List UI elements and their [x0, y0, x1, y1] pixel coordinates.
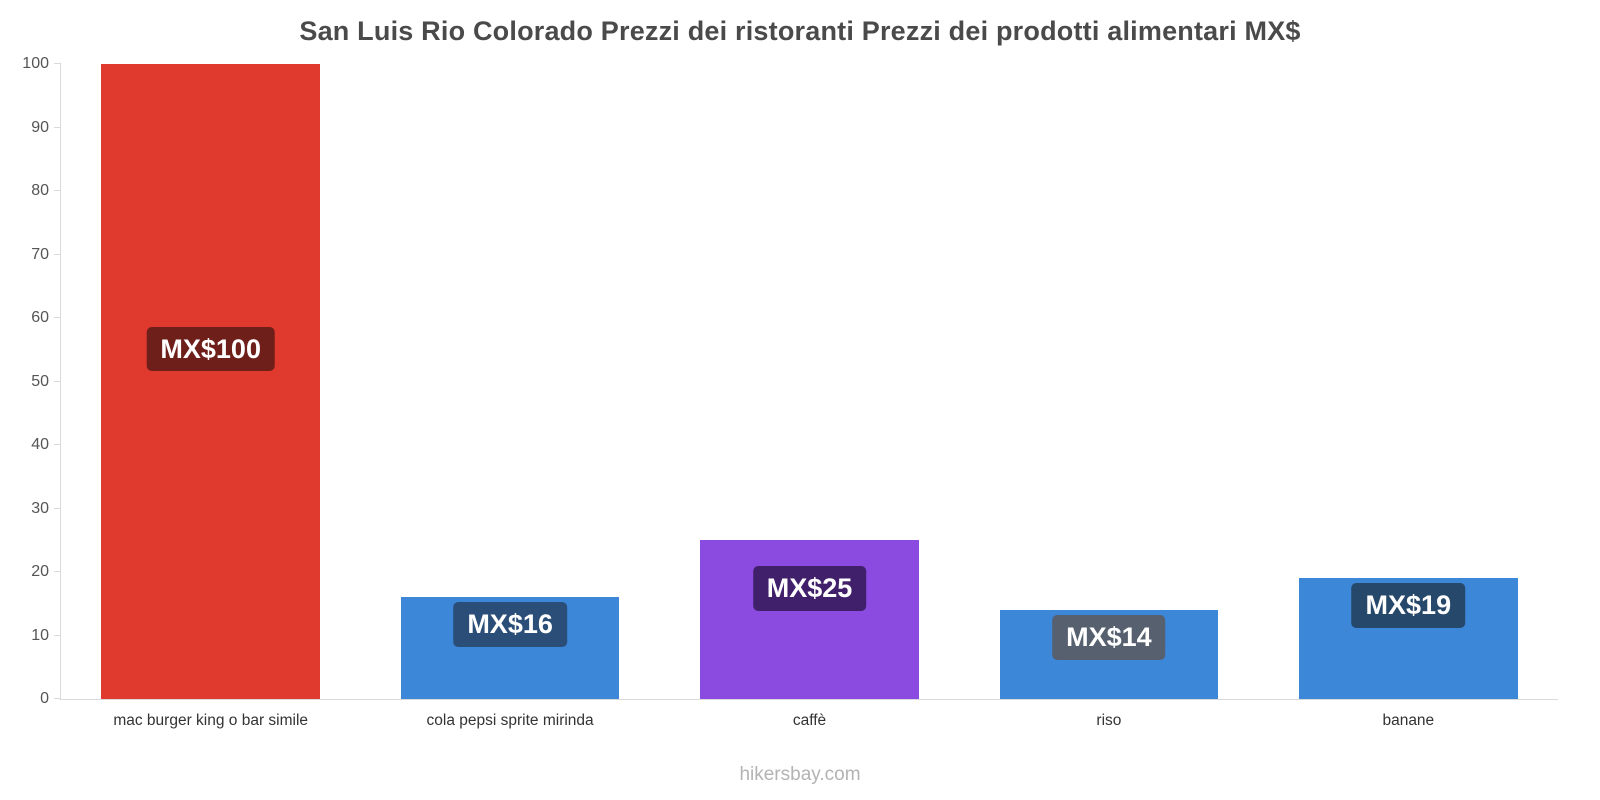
bar-3: MX$25	[700, 540, 919, 699]
bar-slot: MX$16 cola pepsi sprite mirinda	[360, 64, 659, 729]
y-axis-tick-label: 50	[31, 372, 49, 390]
bar-value-label: MX$16	[453, 602, 567, 647]
bar-slot: MX$14 riso	[959, 64, 1258, 729]
bar-slot: MX$25 caffè	[660, 64, 959, 729]
y-axis-tick-label: 80	[31, 182, 49, 199]
x-axis-category-label: mac burger king o bar simile	[113, 712, 309, 729]
y-axis-tick-label: 0	[40, 690, 49, 707]
footer-watermark: hikersbay.com	[739, 764, 861, 785]
y-axis-tick-label: 60	[31, 309, 49, 326]
bar-2: MX$16	[400, 597, 620, 699]
y-axis-tick-label: 30	[31, 499, 49, 517]
y-axis-tick-label: 90	[31, 118, 49, 136]
y-axis-tick-mark	[54, 571, 61, 572]
bars-container: MX$100 mac burger king o bar simile MX$16 c…	[61, 64, 1558, 729]
y-axis-tick-mark	[54, 63, 61, 64]
plot-area: MX$100 mac burger king o bar simile MX$16 c…	[22, 56, 1558, 729]
x-axis-category-label: caffè	[792, 712, 827, 729]
y-axis-tick-mark	[54, 190, 61, 191]
y-axis-tick-label: 40	[31, 436, 49, 453]
x-axis-category-label: banane	[1382, 712, 1435, 729]
bar-value-label: MX$14	[1052, 615, 1166, 660]
x-axis-category-label: cola pepsi sprite mirinda	[426, 712, 594, 729]
y-axis-tick-mark	[54, 634, 61, 636]
bar-1: MX$100	[101, 64, 320, 699]
y-axis-tick-mark	[54, 126, 61, 128]
bar-value-label: MX$100	[146, 327, 275, 372]
y-axis-tick-label: 100	[22, 55, 49, 72]
x-axis-category-label: riso	[1096, 712, 1122, 729]
bar-value-label: MX$19	[1351, 583, 1466, 628]
y-axis-tick-mark	[54, 507, 61, 509]
page-title: San Luis Rio Colorado Prezzi dei ristora…	[299, 16, 1301, 46]
y-axis-tick-mark	[54, 380, 61, 382]
bar-value-label: MX$25	[752, 566, 867, 611]
y-axis-tick-label: 10	[31, 626, 49, 644]
y-axis-tick-mark	[54, 698, 61, 699]
y-axis-tick-label: 20	[31, 563, 49, 580]
y-axis-tick-mark	[54, 444, 61, 445]
y-axis-tick-label: 70	[31, 245, 49, 263]
bar-4: MX$14	[999, 610, 1219, 699]
y-axis-tick-mark	[54, 317, 61, 318]
bar-5: MX$19	[1299, 578, 1518, 699]
y-axis-tick-mark	[54, 253, 61, 255]
bar-slot: MX$100 mac burger king o bar simile	[61, 64, 360, 729]
bar-slot: MX$19 banane	[1259, 64, 1558, 729]
